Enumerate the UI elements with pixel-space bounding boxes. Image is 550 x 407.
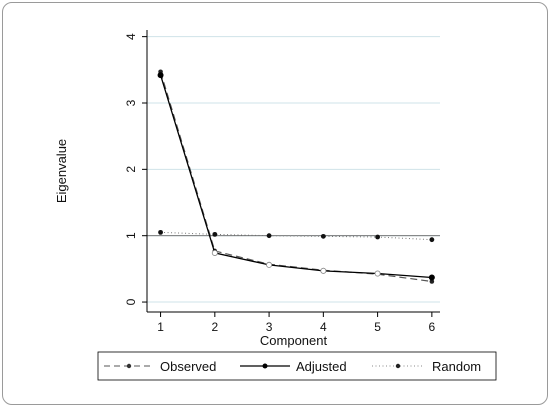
- gridlines: [147, 36, 440, 303]
- legend-item-adjusted: Adjusted: [240, 359, 347, 374]
- y-ticks: 0 1 2 3 4: [124, 33, 147, 305]
- series-point-adjusted: [157, 72, 164, 79]
- axes: [146, 30, 440, 313]
- x-axis-title: Component: [260, 333, 328, 348]
- legend-label-observed: Observed: [160, 359, 216, 374]
- legend-marker-observed: [126, 363, 132, 369]
- x-tick-label: 1: [157, 320, 164, 334]
- y-axis-title: Eigenvalue: [54, 139, 69, 203]
- x-tick-label: 2: [211, 320, 218, 334]
- series-point-adjusted: [211, 249, 218, 256]
- series-point-random: [375, 234, 381, 240]
- series-point-adjusted: [374, 270, 381, 277]
- x-tick-label: 4: [320, 320, 327, 334]
- legend-marker-random: [395, 363, 401, 369]
- series-point-random: [266, 233, 272, 239]
- legend-marker-adjusted: [262, 363, 268, 369]
- series-line-adjusted: [159, 74, 432, 279]
- series-point-random: [429, 237, 435, 243]
- series-point-random: [212, 231, 218, 237]
- x-ticks: 1 2 3 4 5 6: [157, 312, 436, 334]
- legend: Observed Adjusted Random: [97, 351, 497, 381]
- series-point-observed: [429, 279, 435, 284]
- series: [157, 69, 435, 284]
- x-tick-label: 3: [266, 320, 273, 334]
- y-tick-label: 0: [124, 298, 138, 305]
- y-tick-label: 2: [124, 166, 138, 173]
- series-point-random: [158, 229, 163, 235]
- legend-label-adjusted: Adjusted: [296, 359, 347, 374]
- series-point-adjusted: [428, 274, 435, 281]
- x-tick-label: 5: [374, 320, 381, 334]
- series-point-adjusted: [266, 261, 273, 268]
- legend-box: [97, 351, 497, 381]
- legend-item-observed: Observed: [104, 359, 216, 374]
- y-tick-label: 3: [124, 99, 138, 106]
- y-tick-label: 1: [124, 232, 138, 239]
- legend-item-random: Random: [372, 359, 481, 374]
- y-tick-label: 4: [124, 33, 138, 40]
- series-point-adjusted: [320, 267, 327, 274]
- series-point-random: [320, 233, 326, 239]
- x-tick-label: 6: [429, 320, 436, 334]
- legend-label-random: Random: [432, 359, 481, 374]
